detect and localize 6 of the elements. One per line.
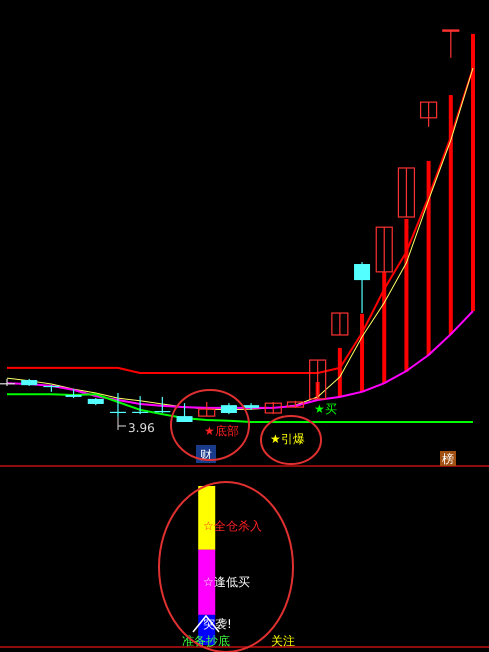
annotation: 3.96 xyxy=(128,421,155,435)
annotation: ★买 xyxy=(314,402,337,416)
text: 榜 xyxy=(442,452,454,466)
annotation: 关注 xyxy=(271,634,295,648)
text: ★引爆 xyxy=(270,432,305,446)
text: ★底部 xyxy=(204,424,239,438)
